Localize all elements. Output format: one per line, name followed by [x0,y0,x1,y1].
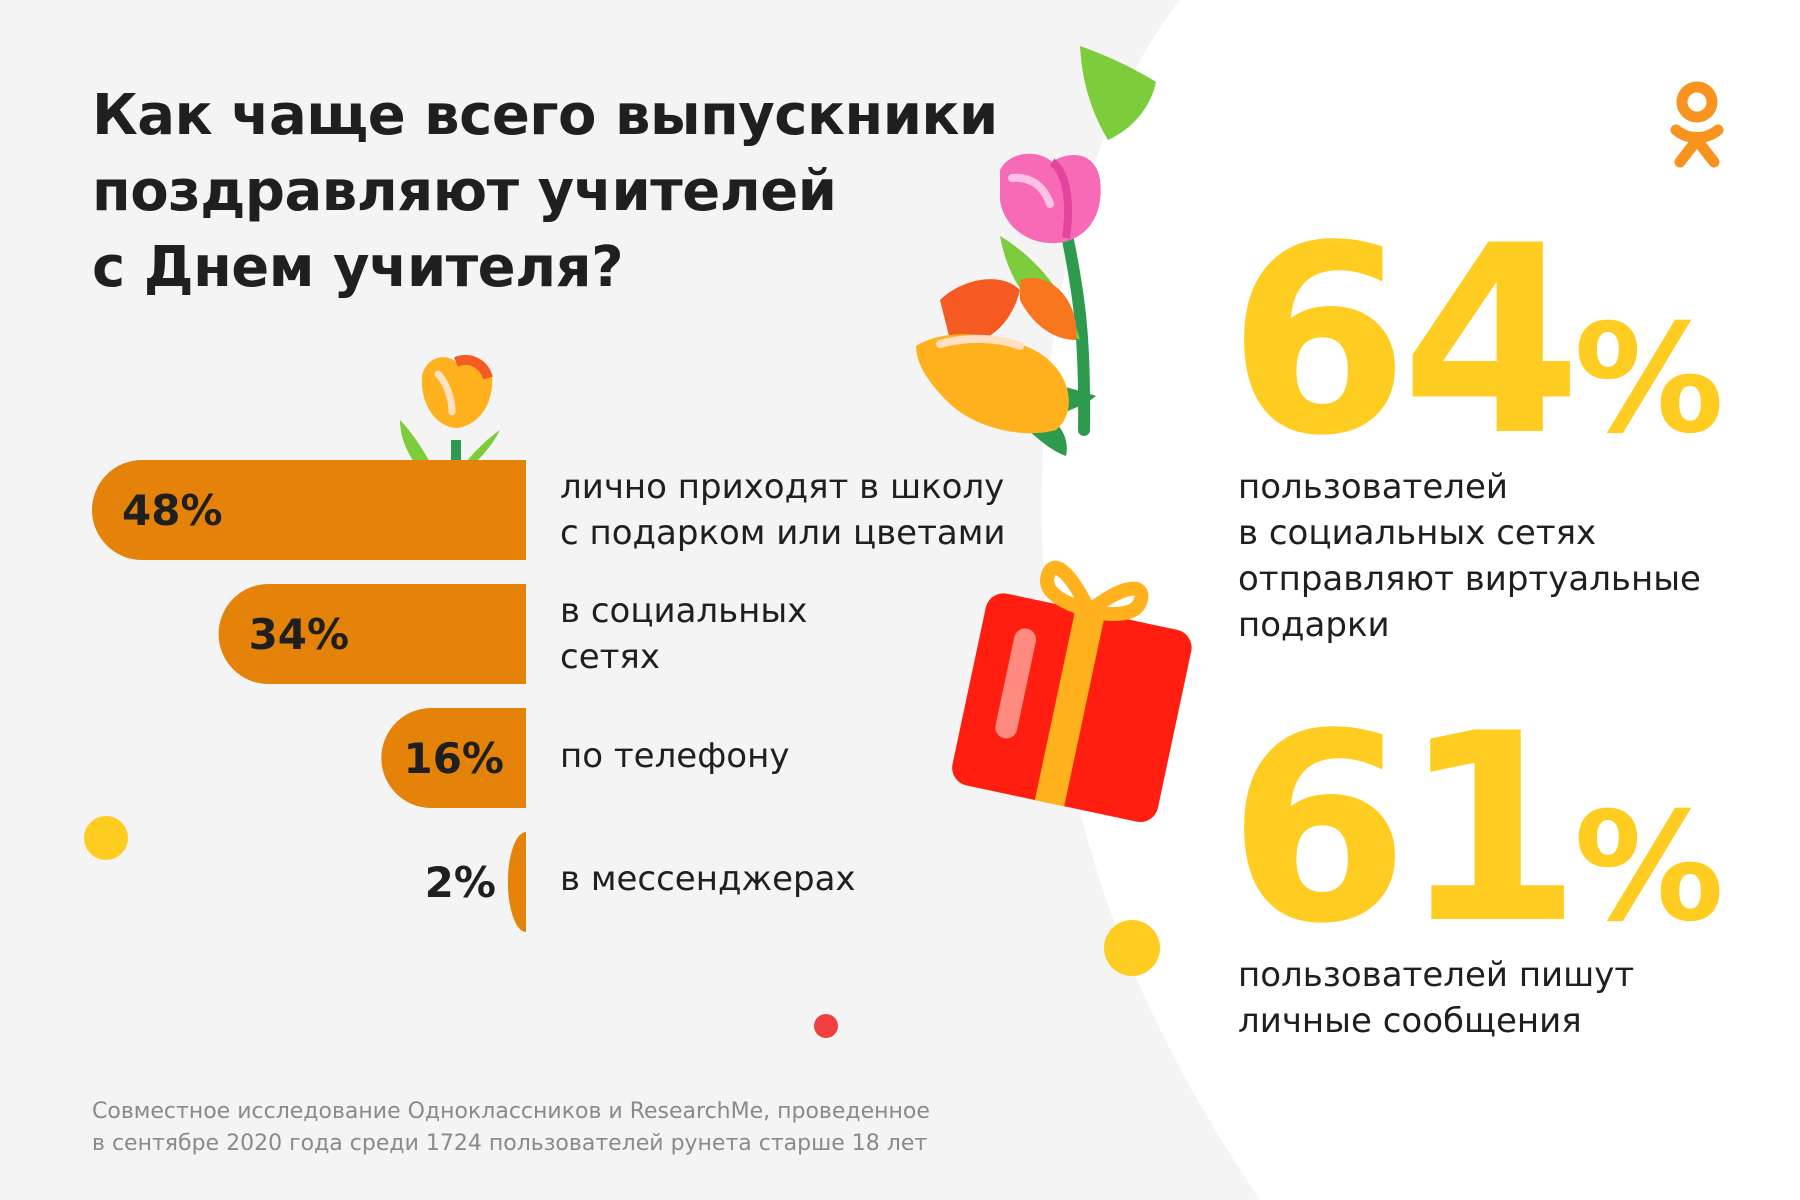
footnote: Совместное исследование Одноклассников и… [92,1096,930,1160]
stat-number: 61 [1228,679,1582,981]
yellow-dot [1104,920,1160,976]
tulip-icon [400,355,500,462]
bar [381,708,526,808]
gift-box-icon [952,560,1192,823]
bar-label-line: сетях [560,637,660,677]
bar-label-line: по телефону [560,736,790,776]
bar-value-label: 48% [122,486,223,535]
bar-label: в мессенджерах [560,856,856,902]
stat-description: пользователей в социальных сетях отправл… [1238,464,1701,648]
bar [218,584,526,684]
leaf-icon [1080,46,1156,140]
title-line: Как чаще всего выпускники [92,83,998,148]
page-title: Как чаще всего выпускники поздравляют уч… [92,78,998,306]
bar-label: по телефону [560,733,789,779]
stat-description: пользователей пишут личные сообщения [1238,952,1634,1044]
bar [92,460,526,560]
red-dot [814,1014,838,1038]
bar-label: в социальных сетях [560,588,807,680]
stat-desc-line: в социальных сетях [1238,513,1597,553]
yellow-dot [84,816,128,860]
bar-value-label: 34% [249,610,350,659]
stat-desc-line: отправляют виртуальные [1238,559,1701,599]
bar-label-line: лично приходят в школу [560,467,1005,507]
bar-value-label: 2% [425,858,496,907]
flower-bouquet-icon [916,278,1096,456]
title-line: поздравляют учителей [92,159,837,224]
stat-value-64: 64% [1228,212,1724,510]
bar-label: лично приходят в школу с подарком или цв… [560,464,1005,556]
stat-desc-line: личные сообщения [1238,1001,1582,1041]
bar-label-line: в социальных [560,591,808,631]
stat-percent-sign: % [1573,293,1725,467]
title-line: с Днем учителя? [92,235,624,300]
stat-value-61: 61% [1228,700,1724,998]
bar-label-line: в мессенджерах [560,859,856,899]
stat-desc-line: пользователей [1238,467,1509,507]
footnote-line: в сентябре 2020 года среди 1724 пользова… [92,1131,928,1156]
odnoklassniki-logo-icon [1670,81,1724,168]
stat-desc-line: подарки [1238,605,1390,645]
bar [507,832,526,932]
stat-desc-line: пользователей пишут [1238,955,1635,995]
stat-percent-sign: % [1573,781,1725,955]
footnote-line: Совместное исследование Одноклассников и… [92,1099,930,1124]
bar-label-line: с подарком или цветами [560,513,1006,553]
stat-number: 64 [1228,191,1582,493]
bar-value-label: 16% [403,734,504,783]
